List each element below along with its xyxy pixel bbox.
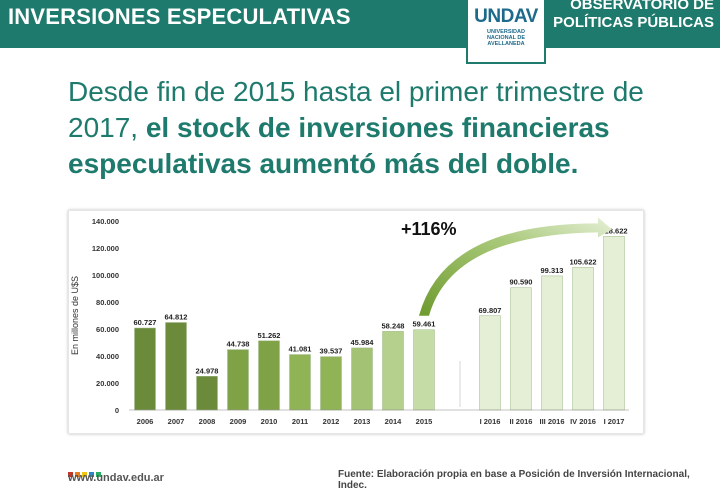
header-bar: INVERSIONES ESPECULATIVAS OBSERVATORIO D…	[0, 0, 720, 48]
bar	[196, 376, 218, 411]
headline-bold: el stock de inversiones financieras espe…	[68, 112, 610, 179]
x-tick-label: 2007	[168, 417, 185, 426]
data-label: 60.727	[134, 318, 157, 327]
logo-mark: UNDAV	[474, 6, 538, 27]
x-tick-label: 2014	[385, 417, 403, 426]
x-tick-label: III 2016	[539, 417, 564, 426]
logo-subtext-line: AVELLANEDA	[487, 41, 525, 47]
observatorio-line-2: POLÍTICAS PÚBLICAS	[553, 14, 714, 31]
x-tick-label: 2006	[137, 417, 154, 426]
bar	[289, 354, 311, 411]
data-label: 58.248	[382, 321, 405, 330]
footer-url: www.undav.edu.ar	[68, 472, 164, 484]
x-tick-label: 2015	[416, 417, 433, 426]
x-tick-label: 2012	[323, 417, 340, 426]
bar	[603, 236, 625, 411]
bar	[382, 331, 404, 411]
data-label: 59.461	[413, 320, 436, 329]
logo-subtext: UNIVERSIDAD NACIONAL DE AVELLANEDA	[468, 29, 544, 47]
bar	[510, 287, 532, 411]
data-label: 44.738	[227, 340, 250, 349]
y-tick-label: 140.000	[92, 217, 119, 226]
x-tick-label: 2013	[354, 417, 371, 426]
x-tick-label: 2011	[292, 417, 308, 426]
data-label: 51.262	[258, 331, 281, 340]
x-tick-label: I 2016	[480, 417, 501, 426]
bar-chart: En millones de U$S 0 20.000 40.000 60.000 80.…	[70, 217, 629, 426]
chart-card: En millones de U$S 0 20.000 40.000 60.000 80.…	[68, 210, 644, 434]
growth-arrow	[419, 217, 612, 316]
x-tick-label: IV 2016	[570, 417, 596, 426]
logo-subtext-line: NACIONAL DE	[486, 35, 526, 41]
bar	[479, 315, 501, 411]
data-label: 41.081	[289, 345, 312, 354]
bar	[572, 267, 594, 411]
undav-logo: UNDAV UNIVERSIDAD NACIONAL DE AVELLANEDA	[466, 0, 546, 64]
page-title: INVERSIONES ESPECULATIVAS	[8, 4, 351, 29]
bar	[351, 347, 373, 411]
y-tick-label: 40.000	[96, 352, 119, 361]
data-label: 64.812	[165, 313, 188, 322]
data-label: 128.622	[600, 226, 627, 235]
observatorio-line-1: OBSERVATORIO DE	[570, 0, 714, 13]
bar	[541, 275, 563, 411]
x-tick-label: II 2016	[510, 417, 533, 426]
bar	[320, 356, 342, 411]
bar	[413, 329, 435, 411]
data-label: 99.313	[541, 266, 564, 275]
x-tick-label: 2010	[261, 417, 278, 426]
x-tick-label: 2009	[230, 417, 247, 426]
data-label: 24.978	[196, 366, 219, 375]
data-label: 90.590	[510, 278, 533, 287]
footer-source: Fuente: Elaboración propia en base a Pos…	[338, 469, 690, 491]
data-label: 69.807	[479, 306, 502, 315]
x-tick-label: 2008	[199, 417, 216, 426]
headline-normal: Desde fin de 2015 hasta el primer trimes…	[68, 76, 644, 143]
y-tick-label: 100.000	[92, 271, 119, 280]
bar	[258, 340, 280, 411]
y-tick-label: 120.000	[92, 244, 119, 253]
footer-color-dots	[68, 464, 103, 482]
y-axis-label: En millones de U$S	[70, 276, 80, 355]
bar	[165, 322, 187, 411]
y-tick-label: 0	[115, 406, 119, 415]
x-tick-label: I 2017	[604, 417, 625, 426]
observatorio-label: OBSERVATORIO DE POLÍTICAS PÚBLICAS	[553, 0, 714, 32]
headline: Desde fin de 2015 hasta el primer trimes…	[68, 74, 688, 182]
y-tick-label: 60.000	[96, 325, 119, 334]
y-tick-label: 20.000	[96, 379, 119, 388]
bar	[134, 327, 156, 411]
data-label: 45.984	[351, 338, 375, 347]
growth-annotation: +116%	[401, 219, 457, 239]
logo-subtext-line: UNIVERSIDAD	[487, 29, 525, 35]
data-label: 105.622	[569, 257, 596, 266]
data-label: 39.537	[320, 347, 343, 356]
bar	[227, 349, 249, 411]
y-tick-label: 80.000	[96, 298, 119, 307]
